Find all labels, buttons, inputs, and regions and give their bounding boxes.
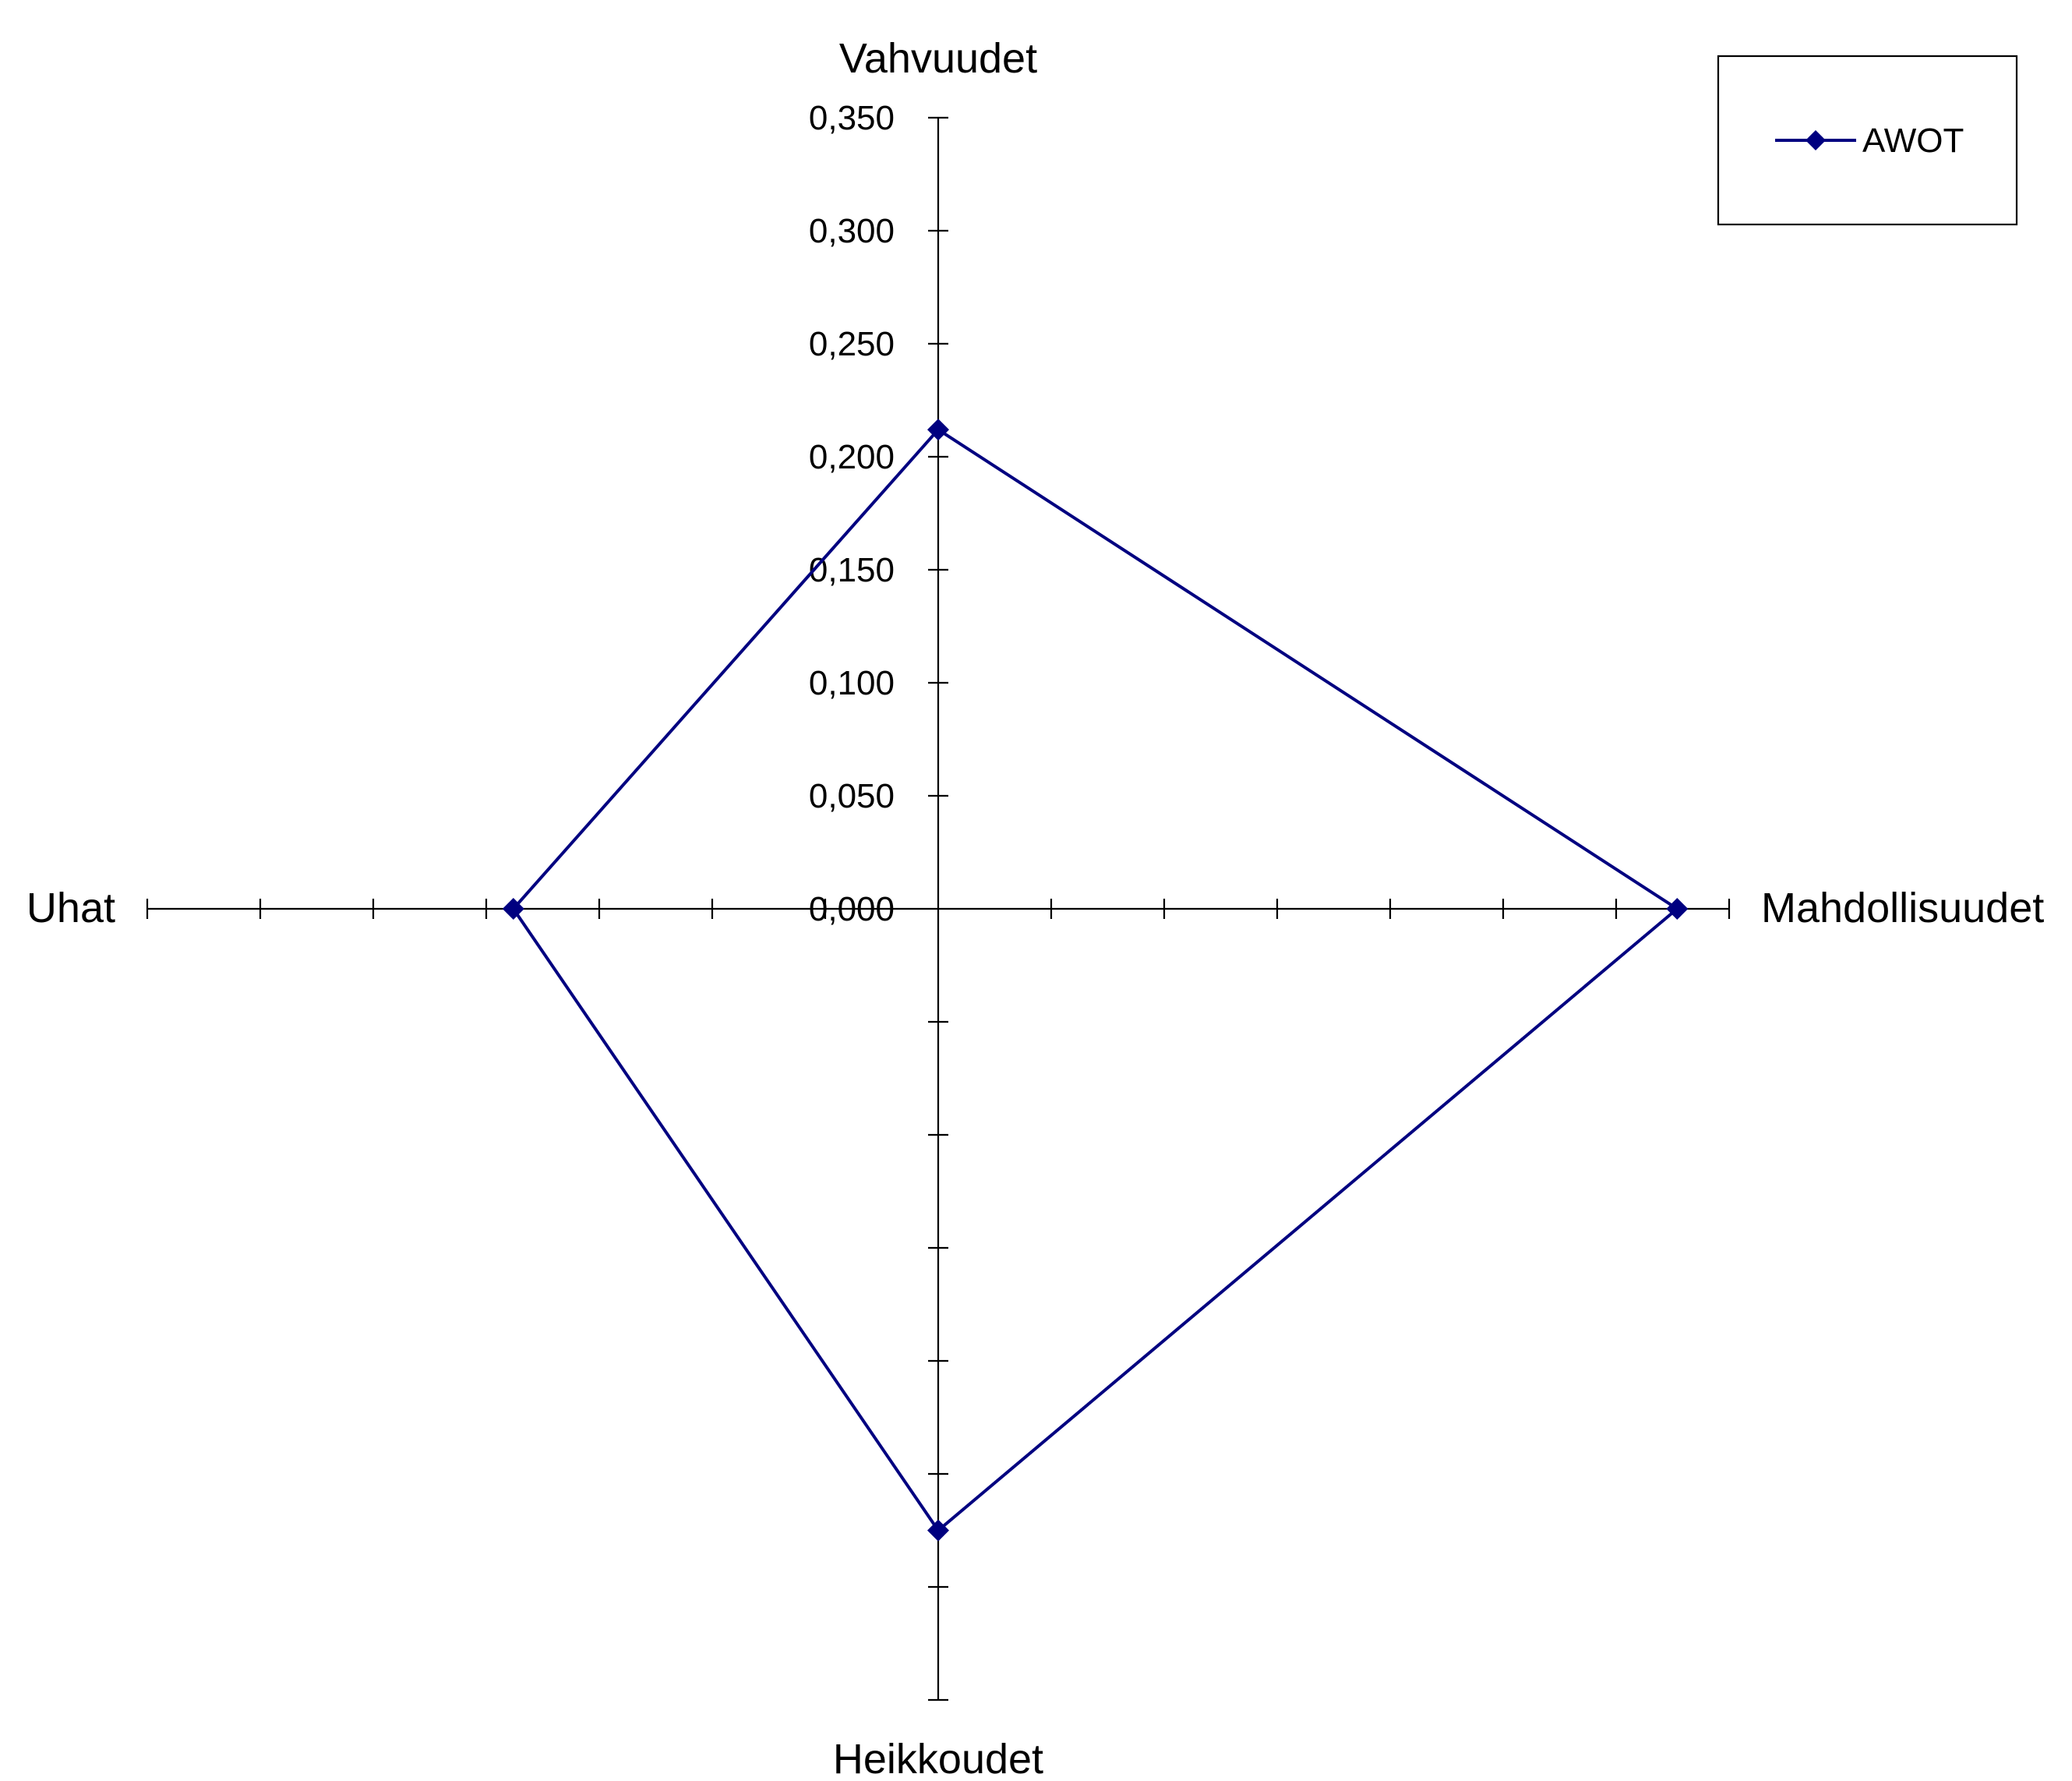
legend: AWOT: [1717, 55, 2018, 226]
tick-label-4: 0,200: [809, 438, 895, 476]
tick-label-7: 0,350: [809, 99, 895, 137]
tick-label-2: 0,100: [809, 664, 895, 702]
axes-layer: [146, 116, 1731, 1701]
tick-label-5: 0,250: [809, 325, 895, 363]
axis-label-vahvuudet: Vahvuudet: [839, 35, 1037, 82]
tick-label-1: 0,050: [809, 777, 895, 815]
axis-label-heikkoudet: Heikkoudet: [833, 1736, 1043, 1781]
legend-label: AWOT: [1862, 122, 1964, 160]
data-point-uhat: [502, 898, 524, 920]
tick-label-3: 0,150: [809, 551, 895, 589]
data-point-mahdollisuudet: [1666, 898, 1689, 920]
tick-label-0: 0,000: [809, 890, 895, 928]
tick-label-6: 0,300: [809, 212, 895, 250]
series-layer: [502, 419, 1689, 1542]
axis-label-uhat: Uhat: [26, 885, 115, 931]
legend-box: [1717, 55, 2018, 226]
series-line-0: [511, 427, 1680, 1533]
data-point-vahvuudet: [927, 419, 949, 441]
axis-label-mahdollisuudet: Mahdollisuudet: [1761, 885, 2044, 931]
tick-labels-layer: 0,000 0,050 0,100 0,150 0,200 0,250 0,300 0,350: [809, 99, 895, 928]
data-point-heikkoudet: [927, 1519, 949, 1542]
legend-diamond-marker: [1805, 130, 1826, 150]
